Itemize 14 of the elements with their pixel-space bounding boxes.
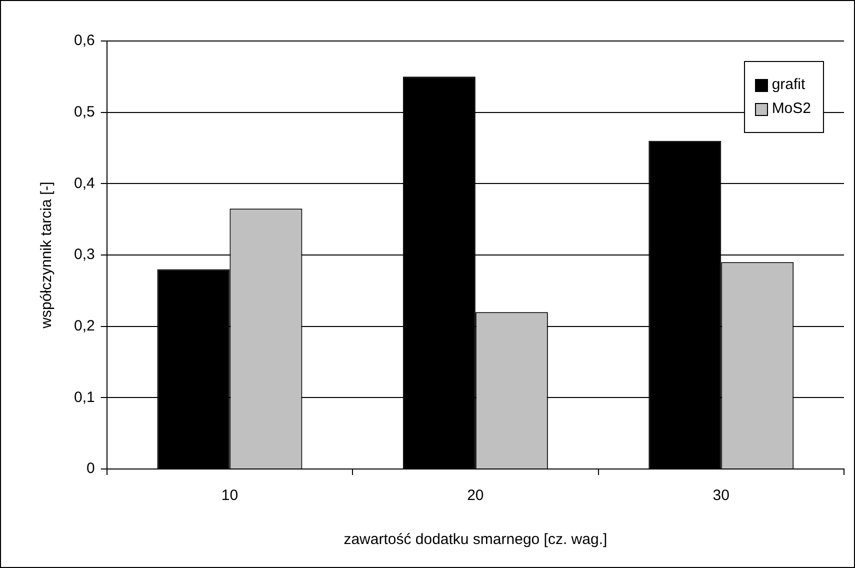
y-tick-label: 0,4	[74, 174, 95, 192]
x-tick-label: 30	[712, 487, 730, 504]
y-axis-title: współczynnik tarcia [-]	[38, 182, 56, 330]
y-tick-label: 0,2	[74, 317, 95, 334]
y-tick-label: 0,1	[74, 388, 95, 406]
x-axis-title: zawartość dodatku smarnego [cz. wag.]	[344, 531, 608, 548]
y-tick-label: 0,6	[74, 32, 95, 50]
x-tick-label: 10	[221, 487, 238, 504]
x-tick-label: 20	[467, 487, 484, 504]
y-tick-label: 0,3	[74, 246, 95, 264]
legend-label: MoS2	[772, 100, 811, 118]
legend-label: grafit	[772, 76, 806, 94]
y-tick-label: 0	[86, 460, 95, 478]
y-tick-label: 0,5	[74, 103, 95, 120]
